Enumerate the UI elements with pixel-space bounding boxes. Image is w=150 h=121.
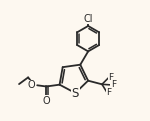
Text: O: O <box>28 80 35 90</box>
Text: Cl: Cl <box>83 14 93 24</box>
Text: O: O <box>42 96 50 106</box>
Text: S: S <box>72 87 79 100</box>
Text: F: F <box>106 88 112 97</box>
Text: F: F <box>111 80 116 89</box>
Text: F: F <box>108 73 113 82</box>
